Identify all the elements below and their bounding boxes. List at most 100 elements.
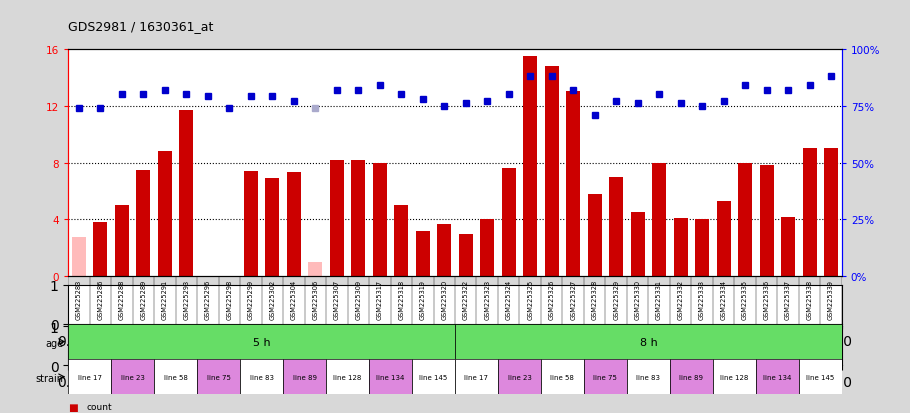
Text: line 89: line 89 (293, 374, 317, 380)
Text: GSM225326: GSM225326 (549, 279, 555, 319)
Text: GSM225336: GSM225336 (763, 279, 770, 319)
Text: GSM225325: GSM225325 (527, 279, 533, 319)
Text: GSM225338: GSM225338 (806, 279, 813, 319)
Text: GSM225339: GSM225339 (828, 279, 834, 319)
Text: 5 h: 5 h (253, 337, 270, 347)
Text: GSM225283: GSM225283 (76, 279, 82, 319)
Text: 8 h: 8 h (640, 337, 657, 347)
Text: GSM225304: GSM225304 (291, 279, 297, 319)
Text: GSM225335: GSM225335 (742, 279, 748, 319)
Bar (455, 324, 842, 359)
Bar (652, 163, 666, 277)
Text: line 128: line 128 (720, 374, 749, 380)
Bar (670, 359, 713, 394)
Text: line 145: line 145 (806, 374, 834, 380)
Bar (72, 237, 86, 277)
Bar (287, 173, 301, 277)
Bar (523, 57, 537, 277)
Text: line 23: line 23 (121, 374, 145, 380)
Bar (799, 359, 842, 394)
Bar (94, 223, 107, 277)
Text: line 128: line 128 (333, 374, 362, 380)
Text: line 23: line 23 (508, 374, 531, 380)
Bar (329, 160, 344, 277)
Bar (781, 217, 795, 277)
Text: line 58: line 58 (164, 374, 187, 380)
Text: GSM225324: GSM225324 (506, 279, 511, 319)
Bar (756, 359, 799, 394)
Text: GSM225309: GSM225309 (355, 279, 361, 319)
Bar (369, 359, 412, 394)
Bar (566, 92, 581, 277)
Bar (455, 359, 498, 394)
Bar (240, 359, 283, 394)
Bar (480, 220, 494, 277)
Bar (588, 195, 602, 277)
Text: line 75: line 75 (593, 374, 617, 380)
Text: line 83: line 83 (249, 374, 274, 380)
Text: line 89: line 89 (680, 374, 703, 380)
Text: GSM225298: GSM225298 (227, 279, 232, 319)
Text: GSM225289: GSM225289 (140, 279, 147, 319)
Text: line 83: line 83 (636, 374, 661, 380)
Bar (197, 359, 240, 394)
Text: GSM225332: GSM225332 (678, 279, 683, 319)
Bar (803, 149, 816, 277)
Text: GSM225296: GSM225296 (205, 279, 211, 319)
Bar (673, 218, 688, 277)
Bar (283, 359, 326, 394)
Bar (716, 202, 731, 277)
Text: GDS2981 / 1630361_at: GDS2981 / 1630361_at (68, 20, 214, 33)
Text: GSM225307: GSM225307 (334, 279, 339, 319)
Bar (438, 224, 451, 277)
Bar (541, 359, 584, 394)
Bar (115, 206, 129, 277)
Text: GSM225329: GSM225329 (613, 279, 619, 319)
Bar (824, 149, 838, 277)
Text: age: age (46, 338, 64, 348)
Bar (631, 213, 644, 277)
Bar (179, 111, 194, 277)
Text: GSM225331: GSM225331 (656, 279, 662, 319)
Text: GSM225327: GSM225327 (571, 279, 576, 319)
Bar (266, 179, 279, 277)
Text: GSM225330: GSM225330 (634, 279, 641, 319)
Text: count: count (86, 402, 112, 411)
Text: GSM225328: GSM225328 (592, 279, 598, 319)
Text: GSM225318: GSM225318 (399, 279, 404, 319)
Text: line 17: line 17 (77, 374, 102, 380)
Bar (695, 220, 709, 277)
Bar (584, 359, 627, 394)
Bar (244, 172, 258, 277)
Text: line 145: line 145 (420, 374, 448, 380)
Text: GSM225333: GSM225333 (699, 279, 705, 319)
Text: GSM225334: GSM225334 (721, 279, 726, 319)
Bar (609, 177, 623, 277)
Bar (760, 166, 774, 277)
Text: GSM225286: GSM225286 (97, 279, 104, 319)
Text: line 17: line 17 (464, 374, 489, 380)
Bar (154, 359, 197, 394)
Bar (158, 152, 172, 277)
Text: GSM225291: GSM225291 (162, 279, 168, 319)
Bar (627, 359, 670, 394)
Bar (416, 231, 430, 277)
Bar (501, 169, 516, 277)
Text: GSM225302: GSM225302 (269, 279, 276, 319)
Bar (738, 163, 752, 277)
Text: GSM225322: GSM225322 (463, 279, 469, 319)
Text: line 134: line 134 (763, 374, 792, 380)
Text: line 134: line 134 (377, 374, 405, 380)
Text: GSM225323: GSM225323 (484, 279, 490, 319)
Bar (713, 359, 756, 394)
Bar (412, 359, 455, 394)
Text: GSM225320: GSM225320 (441, 279, 447, 319)
Text: GSM225317: GSM225317 (377, 279, 383, 319)
Bar (68, 324, 455, 359)
Text: line 75: line 75 (207, 374, 230, 380)
Text: GSM225319: GSM225319 (420, 279, 426, 319)
Bar (326, 359, 369, 394)
Text: ■: ■ (68, 402, 78, 412)
Bar (459, 234, 472, 277)
Text: GSM225306: GSM225306 (312, 279, 318, 319)
